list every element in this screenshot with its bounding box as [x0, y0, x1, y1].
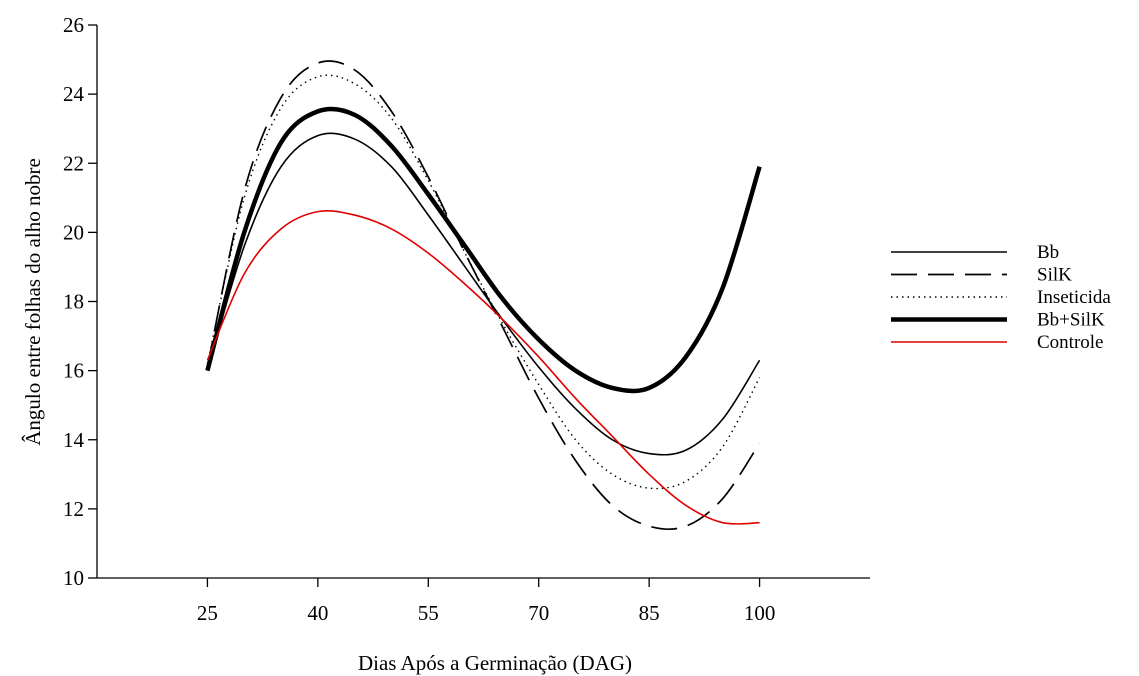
x-axis-title: Dias Após a Germinação (DAG) — [358, 651, 632, 675]
axes: 10 12 14 16 18 20 22 24 26 25 40 55 70 85 100 — [63, 13, 870, 625]
legend-label: Controle — [1037, 332, 1104, 353]
series-line-bb — [206, 132, 761, 456]
y-tick-label: 24 — [63, 82, 85, 106]
y-axis-title: Ângulo entre folhas do alho nobre — [21, 158, 45, 446]
legend-label: SilK — [1037, 265, 1072, 286]
x-tick-label: 55 — [418, 601, 439, 625]
plot-lines — [205, 60, 762, 531]
series-line-bb-silk — [205, 106, 762, 394]
y-tick-label: 20 — [63, 220, 84, 244]
x-tick-label: 70 — [528, 601, 549, 625]
y-tick-label: 26 — [63, 13, 84, 37]
y-tick-label: 18 — [63, 290, 84, 314]
series-line-controle — [206, 209, 760, 525]
legend-label: Bb — [1037, 242, 1059, 263]
x-tick-label: 25 — [197, 601, 218, 625]
y-tick-label: 16 — [63, 359, 84, 383]
y-tick-label: 14 — [63, 428, 85, 452]
series-line-inseticida — [206, 74, 761, 490]
y-tick-label: 22 — [63, 151, 84, 175]
legend-label: Bb+SilK — [1037, 310, 1105, 331]
x-tick-label: 85 — [639, 601, 660, 625]
x-tick-label: 40 — [307, 601, 328, 625]
x-tick-label: 100 — [744, 601, 776, 625]
y-tick-label: 12 — [63, 497, 84, 521]
legend-label: Inseticida — [1037, 287, 1111, 308]
y-tick-label: 10 — [63, 566, 84, 590]
